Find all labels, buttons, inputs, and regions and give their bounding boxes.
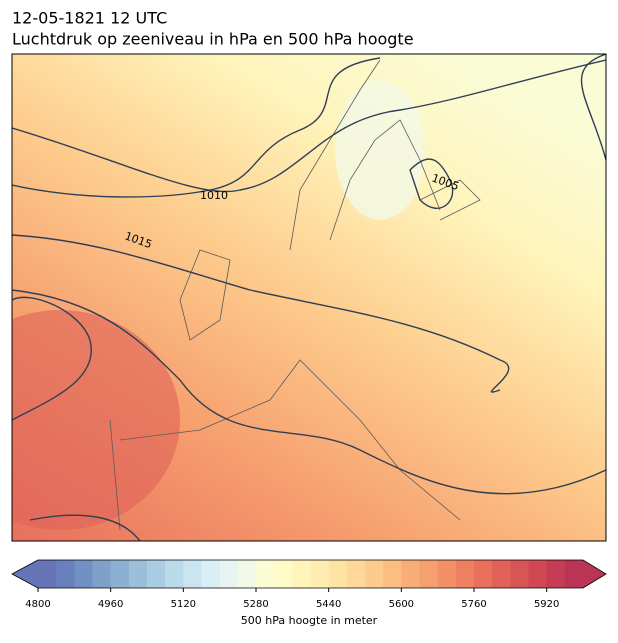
colorbar-segment — [492, 560, 511, 588]
colorbar-segment — [365, 560, 384, 588]
colorbar-segment — [110, 560, 130, 588]
colorbar-extend-high — [583, 560, 606, 588]
colorbar-segment — [237, 560, 257, 588]
colorbar: 4800 4960 5120 5280 5440 5600 5760 5920 — [11, 559, 607, 610]
colorbar-tick-label: 5440 — [316, 599, 341, 610]
colorbar-segment — [256, 560, 275, 588]
colorbar-segment — [383, 560, 402, 588]
colorbar-segment — [455, 560, 475, 588]
colorbar-tick-label: 5600 — [389, 599, 414, 610]
colorbar-segment — [310, 560, 330, 588]
colorbar-tick-label: 5280 — [243, 599, 268, 610]
colorbar-segment — [201, 560, 221, 588]
colorbar-outline — [11, 559, 607, 589]
colorbar-segment — [147, 560, 166, 588]
colorbar-segment — [437, 560, 457, 588]
colorbar-segment — [292, 560, 311, 588]
colorbar-segment — [219, 560, 239, 588]
title: 12-05-1821 12 UTC — [12, 9, 167, 28]
colorbar-segment — [74, 560, 93, 588]
colorbar-segment — [56, 560, 75, 588]
colorbar-tick-label: 5120 — [171, 599, 196, 610]
colorbar-segment — [38, 560, 57, 588]
map: 1010 1015 1005 — [12, 54, 606, 541]
colorbar-extend-low — [12, 560, 38, 588]
colorbar-segment — [92, 560, 112, 588]
colorbar-segment — [401, 560, 420, 588]
isobars — [12, 54, 606, 541]
colorbar-segment — [183, 560, 202, 588]
colorbar-segment — [546, 560, 566, 588]
colorbar-segment — [474, 560, 493, 588]
colorbar-segment — [165, 560, 184, 588]
contour-label: 1010 — [200, 189, 228, 202]
colorbar-tick-label: 4960 — [98, 599, 123, 610]
colorbar-label: 500 hPa hoogte in meter — [241, 614, 378, 627]
colorbar-segment — [528, 560, 548, 588]
colorbar-tick-label: 4800 — [25, 599, 50, 610]
subtitle: Luchtdruk op zeeniveau in hPa en 500 hPa… — [12, 30, 414, 49]
colorbar-segment — [419, 560, 439, 588]
colorbar-segment — [510, 560, 529, 588]
colorbar-tick-label: 5920 — [534, 599, 559, 610]
colorbar-segment — [128, 560, 148, 588]
colorbar-segment — [274, 560, 293, 588]
colorbar-tick-label: 5760 — [461, 599, 486, 610]
colorbar-segment — [564, 560, 584, 588]
map-frame — [11, 53, 607, 542]
colorbar-segment — [328, 560, 348, 588]
colorbar-segment — [346, 560, 366, 588]
